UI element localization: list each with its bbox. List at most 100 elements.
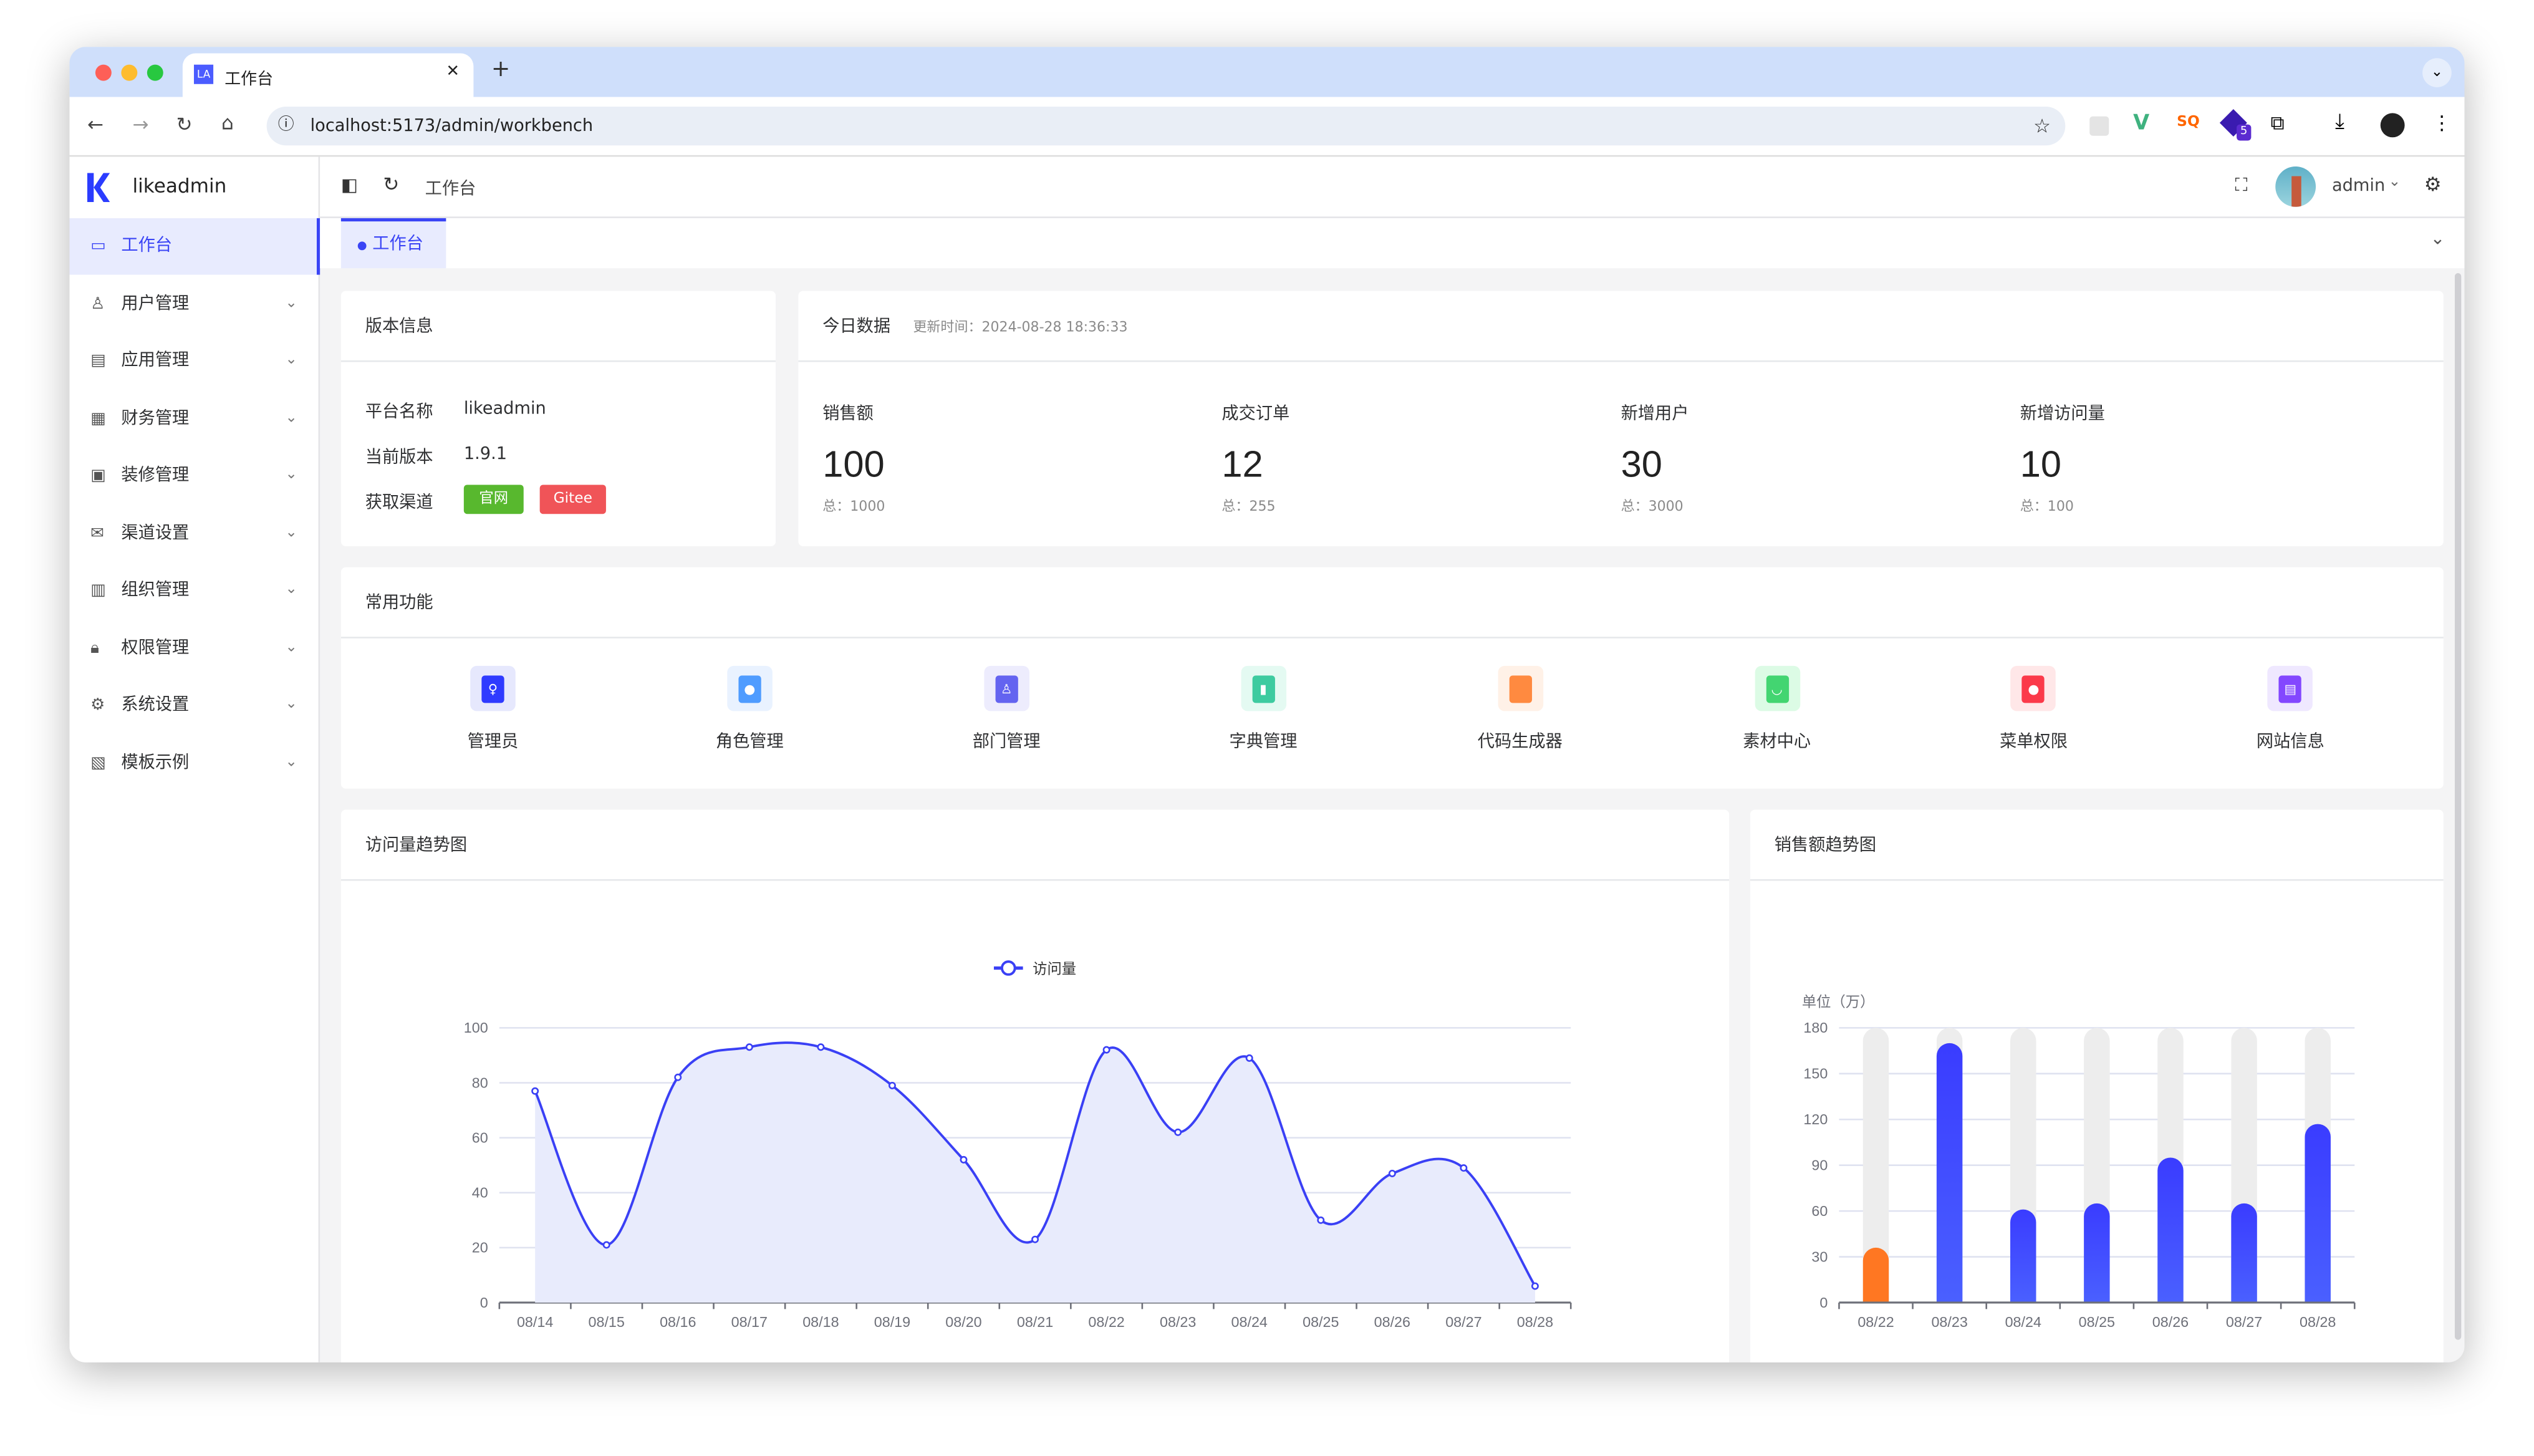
y-tick-label: 150 xyxy=(1803,1066,1828,1082)
shortcut-0[interactable]: ♀ 管理员 xyxy=(412,665,574,753)
x-tick-label: 08/16 xyxy=(660,1314,696,1330)
extension-badge: 5 xyxy=(2237,124,2252,141)
y-axis-unit-label: 单位（万） xyxy=(1802,994,1875,1010)
url-bar[interactable]: ⓘ localhost:5173/admin/workbench ☆ xyxy=(266,107,2066,146)
sidebar-item-label: 渠道设置 xyxy=(121,523,190,542)
x-tick-label: 08/19 xyxy=(874,1314,910,1330)
shortcut-2[interactable]: ♙ 部门管理 xyxy=(926,665,1087,753)
sq-extension-icon[interactable]: SQ xyxy=(2177,115,2200,131)
shortcut-label: 素材中心 xyxy=(1743,732,1811,752)
shortcut-label: 管理员 xyxy=(467,732,519,752)
official-site-button[interactable]: 官网 xyxy=(463,485,524,514)
profile-avatar[interactable] xyxy=(2380,113,2405,138)
new-tab-button[interactable]: + xyxy=(491,56,511,83)
fullscreen-icon[interactable]: ⛶ xyxy=(2235,174,2248,196)
sidebar-item-9[interactable]: ▧ 模板示例 ⌄ xyxy=(69,735,320,791)
x-tick-label: 08/24 xyxy=(1231,1314,1268,1330)
user-dropdown-chevron-icon[interactable]: ⌄ xyxy=(2388,174,2401,191)
today-card-title: 今日数据 xyxy=(822,316,891,337)
browser-menu-icon[interactable]: ⋮ xyxy=(2432,111,2452,135)
x-tick-label: 08/17 xyxy=(731,1314,768,1330)
chevron-down-icon: ⌄ xyxy=(285,639,297,655)
maximize-window-button[interactable] xyxy=(147,64,163,81)
x-tick-label: 08/22 xyxy=(1088,1314,1124,1330)
x-tick-label: 08/26 xyxy=(2152,1314,2189,1330)
stat-label: 新增用户 xyxy=(1621,403,1689,424)
y-tick-label: 80 xyxy=(472,1074,488,1091)
shortcut-icon xyxy=(1497,665,1543,711)
tag-workbench[interactable]: ● 工作台 xyxy=(340,218,446,269)
data-point xyxy=(960,1155,968,1164)
visits-chart-title: 访问量趋势图 xyxy=(340,809,1730,881)
site-info-icon[interactable]: ⓘ xyxy=(277,116,294,135)
collapse-sidebar-icon[interactable]: ◧ xyxy=(340,174,358,196)
shortcut-3[interactable]: ▮ 字典管理 xyxy=(1182,665,1344,753)
today-data-card: 今日数据 更新时间：2024-08-28 18:36:33 销售额 100 总：100… xyxy=(798,291,2444,547)
user-avatar[interactable] xyxy=(2275,166,2316,207)
y-tick-label: 180 xyxy=(1803,1020,1828,1036)
download-icon[interactable]: ⤓ xyxy=(2335,110,2345,135)
bar xyxy=(2010,1209,2036,1303)
gear-icon: ⚙ xyxy=(90,697,105,715)
minimize-window-button[interactable] xyxy=(121,64,138,81)
data-point xyxy=(1388,1169,1396,1177)
main-scrollbar[interactable] xyxy=(2454,273,2462,1340)
sidebar-item-6[interactable]: ▥ 组织管理 ⌄ xyxy=(69,562,320,619)
browser-tab[interactable]: LA 工作台 ✕ xyxy=(182,53,474,97)
y-tick-label: 90 xyxy=(1811,1157,1828,1173)
sidebar-item-8[interactable]: ⚙ 系统设置 ⌄ xyxy=(69,677,320,734)
shortcut-5[interactable]: ◡ 素材中心 xyxy=(1696,665,1857,753)
username[interactable]: admin xyxy=(2331,176,2386,196)
lock-icon: 🔒︎ xyxy=(90,639,99,657)
vue-devtools-icon[interactable]: V xyxy=(2133,111,2150,136)
sales-chart-card: 销售额趋势图 单位（万） 0 30 60 90 120 150 180 08/22 08/23 08… xyxy=(1750,809,2444,1362)
legend-label: 访问量 xyxy=(1033,961,1076,977)
shortcut-1[interactable]: ● 角色管理 xyxy=(669,665,831,753)
refresh-icon[interactable]: ↻ xyxy=(383,173,400,196)
sidebar-item-1[interactable]: ♙ 用户管理 ⌄ xyxy=(69,276,320,332)
stat-value: 12 xyxy=(1221,443,1263,485)
gitee-button[interactable]: Gitee xyxy=(539,485,606,514)
settings-gear-icon[interactable]: ⚙ xyxy=(2424,173,2442,196)
home-icon[interactable]: ⌂ xyxy=(221,111,234,135)
sidebar-item-4[interactable]: ▣ 装修管理 ⌄ xyxy=(69,448,320,504)
x-tick-label: 08/25 xyxy=(1303,1314,1339,1330)
forward-icon[interactable]: → xyxy=(132,113,149,136)
y-tick-label: 40 xyxy=(472,1185,488,1201)
data-point xyxy=(674,1073,682,1081)
sidebar-item-7[interactable]: 🔒︎ 权限管理 ⌄ xyxy=(69,620,320,677)
stat-value: 30 xyxy=(1621,443,1662,485)
background-bar xyxy=(1862,1028,1889,1303)
sidebar-item-0[interactable]: ▭ 工作台 xyxy=(69,218,320,275)
shortcut-7[interactable]: ▤ 网站信息 xyxy=(2210,665,2371,753)
monitor-icon: ▭ xyxy=(90,237,106,256)
sidebar-item-2[interactable]: ▤ 应用管理 ⌄ xyxy=(69,333,320,390)
sidebar-item-5[interactable]: ✉ 渠道设置 ⌄ xyxy=(69,505,320,562)
close-tab-icon[interactable]: ✕ xyxy=(446,63,460,81)
shortcut-4[interactable]: 代码生成器 xyxy=(1439,665,1601,753)
bar xyxy=(1936,1043,1963,1303)
visits-chart-card: 访问量趋势图 0 20 40 60 80 100 08/14 08/15 08/16 08/17 0… xyxy=(340,809,1730,1362)
bookmark-star-icon[interactable]: ☆ xyxy=(2033,115,2051,138)
reload-icon[interactable]: ↻ xyxy=(176,113,193,136)
x-tick-label: 08/21 xyxy=(1017,1314,1053,1330)
tags-dropdown-chevron-icon[interactable]: ⌄ xyxy=(2430,228,2445,249)
x-tick-label: 08/27 xyxy=(1445,1314,1481,1330)
data-point xyxy=(745,1043,753,1051)
y-tick-label: 100 xyxy=(464,1020,488,1036)
shortcut-6[interactable]: ● 菜单权限 xyxy=(1953,665,2114,753)
stat-total: 总：100 xyxy=(2020,499,2074,516)
tab-search-chevron-icon[interactable]: ⌄ xyxy=(2422,58,2452,87)
back-icon[interactable]: ← xyxy=(87,113,104,136)
sidebar-item-label: 系统设置 xyxy=(121,695,190,715)
chevron-down-icon: ⌄ xyxy=(285,754,297,770)
data-point xyxy=(817,1043,825,1051)
close-window-button[interactable] xyxy=(95,64,112,81)
react-devtools-icon[interactable] xyxy=(2089,116,2109,136)
shortcut-icon: ● xyxy=(2011,665,2056,711)
sidebar-item-3[interactable]: ▦ 财务管理 ⌄ xyxy=(69,390,320,447)
extensions-puzzle-icon[interactable]: ⧉ xyxy=(2270,111,2285,135)
shortcut-icon: ♙ xyxy=(983,665,1029,711)
x-tick-label: 08/25 xyxy=(2079,1314,2115,1330)
